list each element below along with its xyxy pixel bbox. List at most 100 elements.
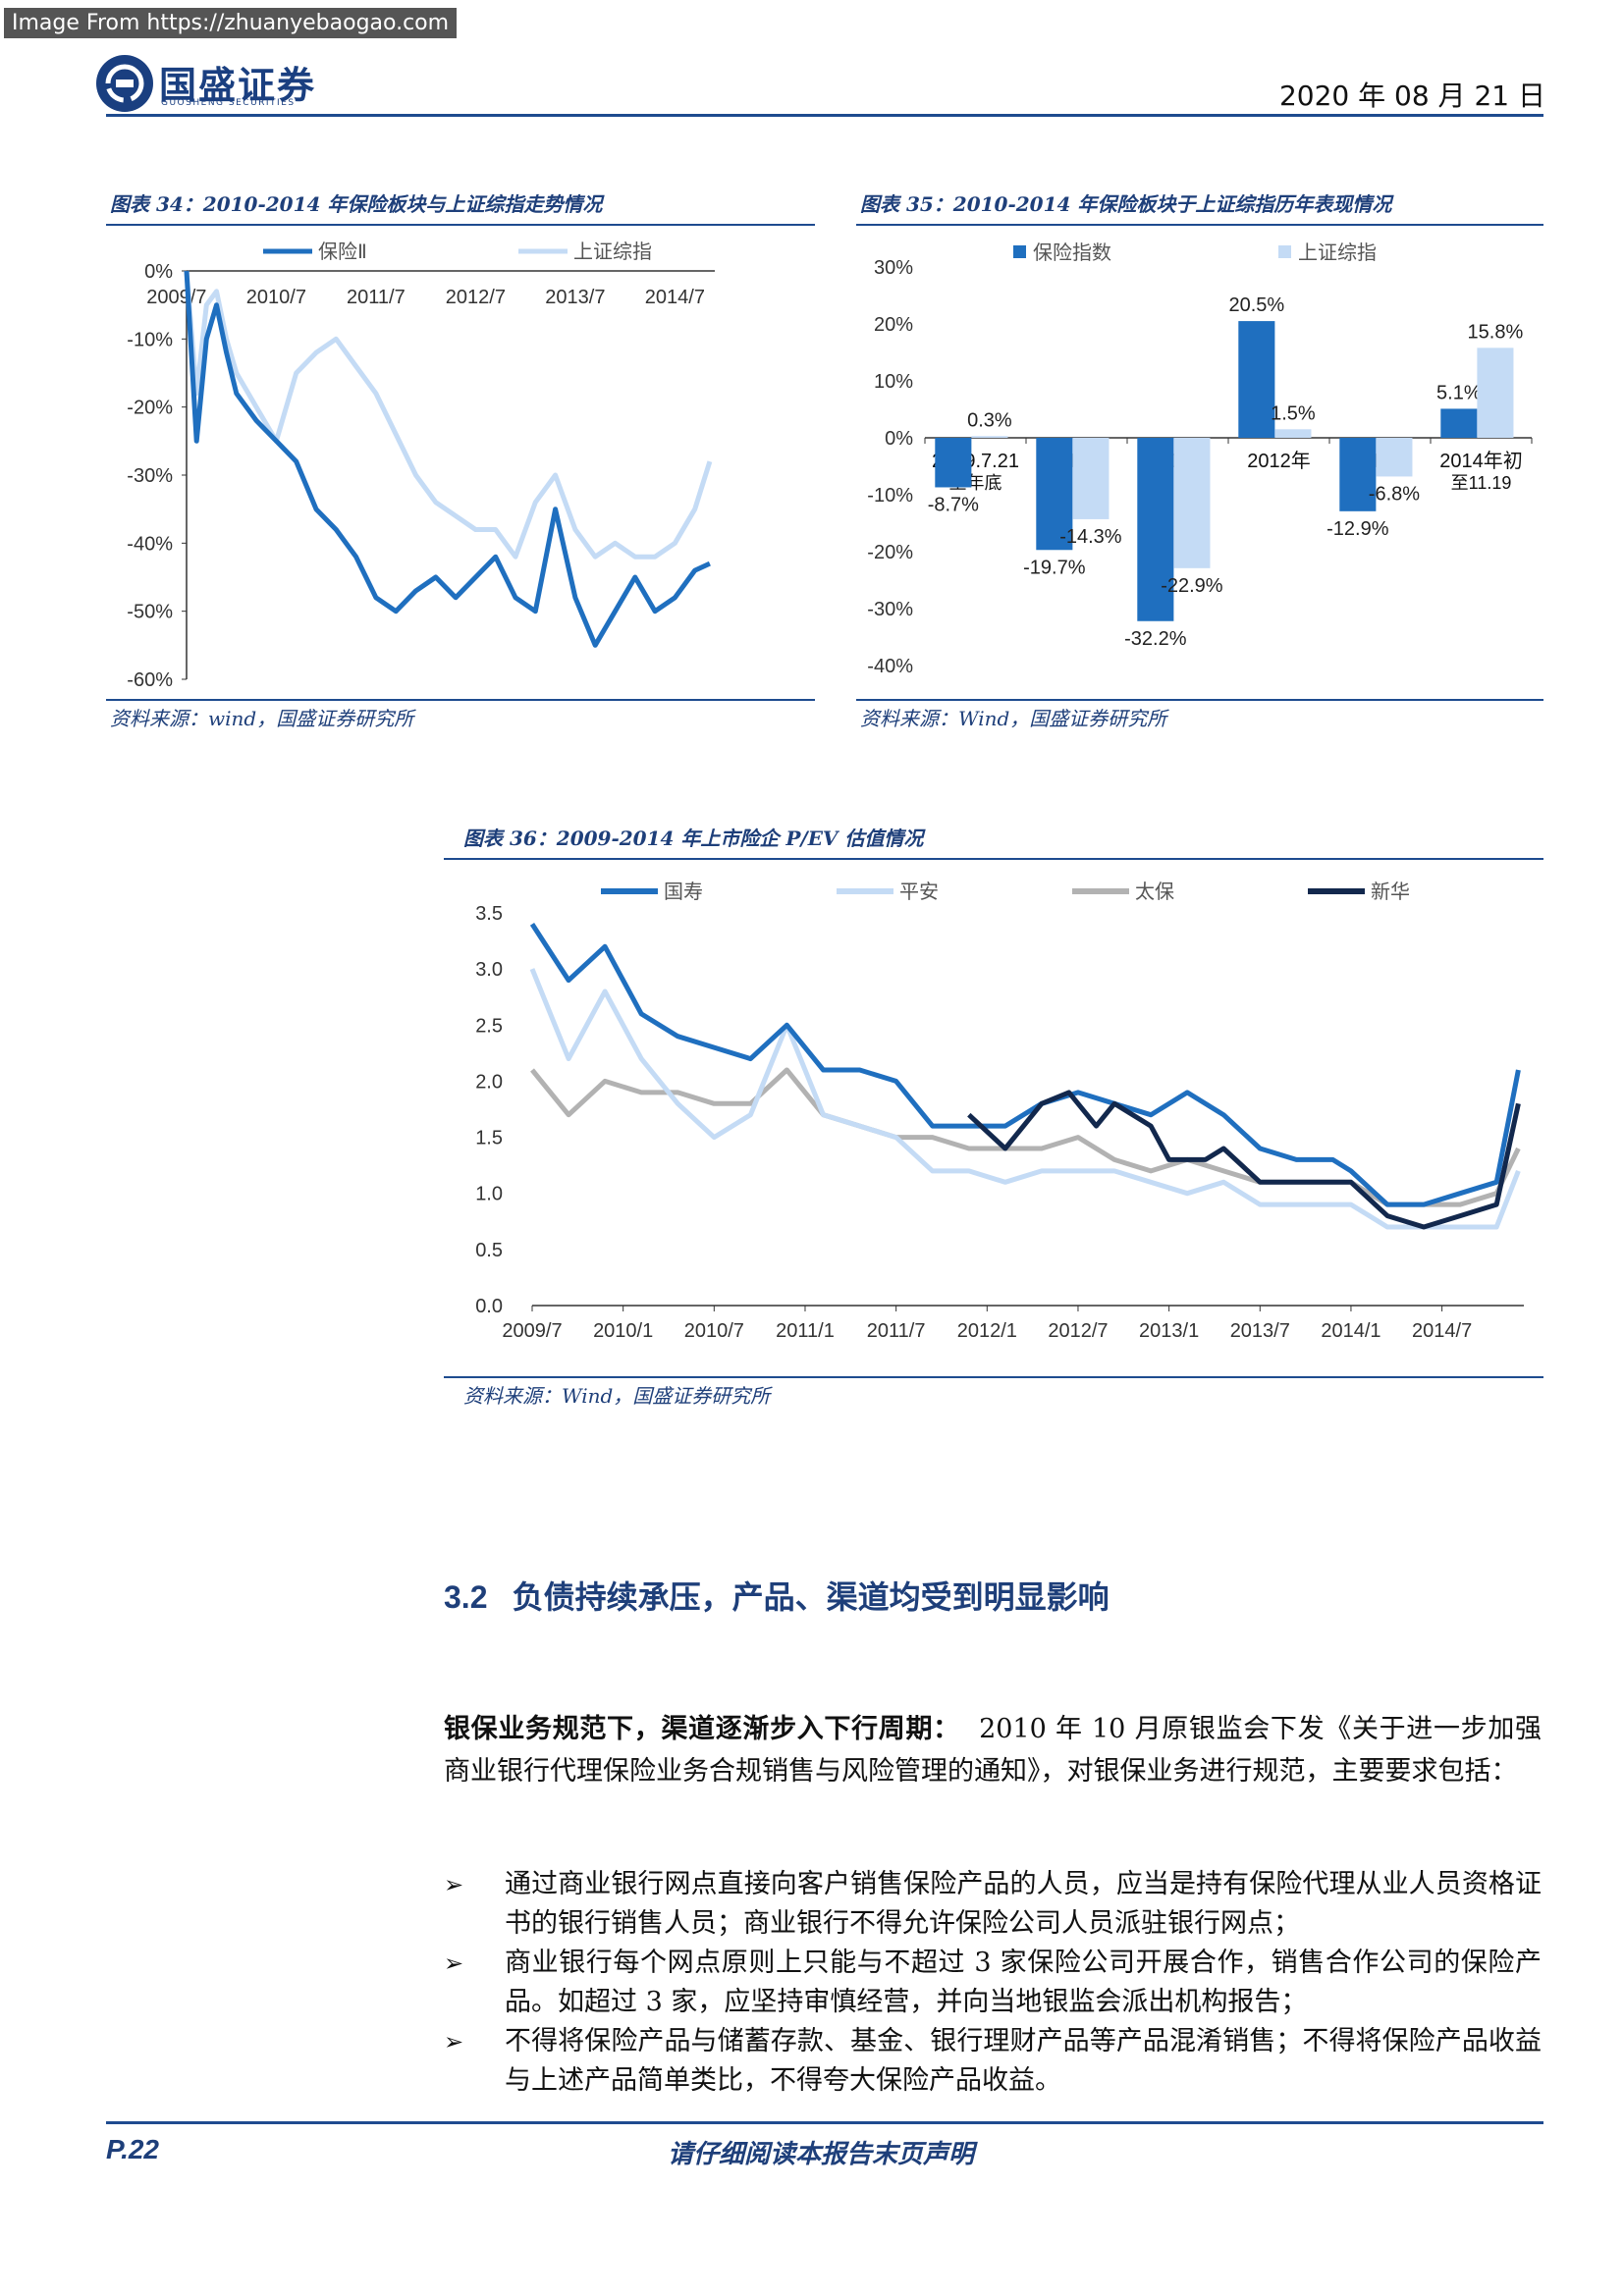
bar xyxy=(1376,438,1413,477)
data-label: -6.8% xyxy=(1369,483,1420,505)
data-label: 0.3% xyxy=(967,409,1012,431)
data-label: -12.9% xyxy=(1326,518,1389,540)
report-date: 2020 年 08 月 21 日 xyxy=(1278,80,1545,112)
x-tick-label: 2012/7 xyxy=(1048,1320,1108,1342)
logo-subtitle: GUOSHENG SECURITIES xyxy=(161,98,296,108)
y-tick-label: -40% xyxy=(867,656,913,677)
figure-35-caption: 图表 35：2010-2014 年保险板块于上证综指历年表现情况 xyxy=(860,192,1392,216)
data-label: -14.3% xyxy=(1059,526,1122,548)
data-label: -19.7% xyxy=(1023,557,1086,578)
y-tick-label: 0% xyxy=(144,261,173,283)
bar xyxy=(935,438,972,488)
bullet-text: 通过商业银行网点直接向客户销售保险产品的人员，应当是持有保险代理从业人员资格证书… xyxy=(505,1869,1542,1939)
y-tick-label: -30% xyxy=(127,465,173,487)
data-label: 15.8% xyxy=(1468,321,1524,343)
footer-disclaimer: 请仔细阅读本报告末页声明 xyxy=(668,2140,975,2169)
section-number: 3.2 xyxy=(444,1579,488,1615)
figure-36-bottom-rule xyxy=(444,1376,1543,1378)
series-line-0 xyxy=(529,923,1521,1207)
bullet-arrow-icon: ➢ xyxy=(444,1871,464,1898)
bar xyxy=(1440,408,1478,438)
logo-text: 国盛证券 xyxy=(159,64,317,107)
x-tick-label: 2009/7 xyxy=(502,1320,562,1342)
x-tick-label: 2012/1 xyxy=(957,1320,1017,1342)
x-tick-label: 2012/7 xyxy=(446,287,506,308)
bar xyxy=(1477,347,1514,438)
x-tick-label: 2014/7 xyxy=(1412,1320,1472,1342)
y-tick-label: 10% xyxy=(874,371,913,393)
bar xyxy=(971,436,1008,438)
y-tick-label: 2.0 xyxy=(475,1071,503,1093)
y-tick-label: -60% xyxy=(127,669,173,691)
figure-34-top-rule xyxy=(106,224,815,226)
x-tick-label: 2013/7 xyxy=(1230,1320,1290,1342)
y-tick-label: 0.5 xyxy=(475,1240,503,1261)
x-tick-label: 2011/1 xyxy=(776,1320,835,1342)
paragraph-body: 2010 年 10 月原银监会下发《关于进一步加强商业银行代理保险业务合规销售与… xyxy=(444,1714,1542,1787)
bullet-arrow-icon: ➢ xyxy=(444,2028,464,2056)
x-tick-label: 2013/7 xyxy=(545,287,605,308)
figure-35-bottom-rule xyxy=(856,699,1543,701)
y-tick-label: 2.5 xyxy=(475,1015,503,1037)
data-label: -22.9% xyxy=(1161,575,1223,597)
y-tick-label: -50% xyxy=(127,602,173,623)
figure-34-caption: 图表 34：2010-2014 年保险板块与上证综指走势情况 xyxy=(110,192,603,216)
section-title: 负债持续承压，产品、渠道均受到明显影响 xyxy=(512,1578,1110,1616)
bar xyxy=(1238,321,1275,438)
y-tick-label: -20% xyxy=(867,542,913,563)
y-tick-label: -10% xyxy=(867,485,913,507)
figure-34-source: 资料来源：wind，国盛证券研究所 xyxy=(110,707,414,730)
series-line-1 xyxy=(529,968,1521,1230)
figure-36-top-rule xyxy=(444,858,1543,860)
y-tick-label: 3.5 xyxy=(475,903,503,925)
y-tick-label: 0.0 xyxy=(475,1296,503,1317)
data-label: 20.5% xyxy=(1228,294,1284,316)
legend-label: 平安 xyxy=(899,881,939,903)
figure-36-source: 资料来源：Wind，国盛证券研究所 xyxy=(463,1384,771,1408)
y-tick-label: 0% xyxy=(885,428,913,450)
legend-label: 太保 xyxy=(1135,881,1174,903)
legend-label: 保险指数 xyxy=(1033,241,1111,264)
logo-emblem-icon xyxy=(96,55,153,112)
bullet-item: ➢ 商业银行每个网点原则上只能与不超过 3 家保险公司开展合作，销售合作公司的保… xyxy=(444,1944,1542,2022)
page-number: P.22 xyxy=(106,2134,159,2164)
y-tick-label: 30% xyxy=(874,257,913,279)
legend-swatch xyxy=(1013,245,1026,258)
source-watermark: Image From https://zhuanyebaogao.com xyxy=(4,8,458,38)
x-tick-label: 2010/1 xyxy=(593,1320,653,1342)
x-tick-label: 2010/7 xyxy=(684,1320,744,1342)
x-tick-label: 2014/7 xyxy=(645,287,705,308)
figure-36-caption: 图表 36：2009-2014 年上市险企 P/EV 估值情况 xyxy=(463,827,924,850)
x-tick-label: 2010/7 xyxy=(246,287,306,308)
y-tick-label: 1.0 xyxy=(475,1184,503,1205)
legend-label: 新华 xyxy=(1371,881,1410,903)
section-heading: 3.2 负债持续承压，产品、渠道均受到明显影响 xyxy=(444,1573,1110,1618)
x-tick-label: 2009/7 xyxy=(146,287,206,308)
legend-label: 上证综指 xyxy=(573,240,652,263)
category-label: 2012年 xyxy=(1247,450,1311,472)
bullet-item: ➢ 不得将保险产品与储蓄存款、基金、银行理财产品等产品混淆销售；不得将保险产品收… xyxy=(444,2022,1542,2101)
y-tick-label: -40% xyxy=(127,533,173,555)
x-tick-label: 2011/7 xyxy=(867,1320,926,1342)
y-tick-label: 1.5 xyxy=(475,1128,503,1149)
data-label: -32.2% xyxy=(1124,628,1187,650)
series-line-0 xyxy=(184,270,711,648)
figure-34-bottom-rule xyxy=(106,699,815,701)
x-tick-label: 2011/7 xyxy=(347,287,406,308)
paragraph-lead: 银保业务规范下，渠道逐渐步入下行周期： xyxy=(444,1714,960,1744)
y-tick-label: -30% xyxy=(867,599,913,620)
y-tick-label: -10% xyxy=(127,329,173,350)
bar xyxy=(1339,438,1377,511)
y-tick-label: 20% xyxy=(874,314,913,336)
category-label: 至11.19 xyxy=(1451,473,1512,493)
x-tick-label: 2013/1 xyxy=(1139,1320,1199,1342)
category-label: 2014年初 xyxy=(1439,450,1523,472)
figure-35-source: 资料来源：Wind，国盛证券研究所 xyxy=(860,707,1167,730)
bullet-text: 商业银行每个网点原则上只能与不超过 3 家保险公司开展合作，销售合作公司的保险产… xyxy=(505,1948,1542,2017)
data-label: 1.5% xyxy=(1271,402,1316,424)
body-paragraph: 银保业务规范下，渠道逐渐步入下行周期： 2010 年 10 月原银监会下发《关于… xyxy=(444,1708,1542,1792)
legend-label: 上证综指 xyxy=(1298,241,1377,264)
bar xyxy=(1173,438,1211,568)
figure-36-chart: 国寿 平安 太保 新华 3.5 3.0 2.5 2.0 1.5 1.0 0.5 0.0 2009/7 2… xyxy=(475,881,1524,1342)
y-tick-label: 3.0 xyxy=(475,959,503,981)
